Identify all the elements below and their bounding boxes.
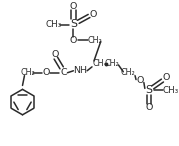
Text: C: C [60,68,67,77]
Text: O: O [136,76,144,85]
Text: S: S [145,85,152,95]
Text: O: O [163,73,170,82]
Text: NH: NH [73,66,87,75]
Text: O: O [145,104,153,112]
Text: CH₂: CH₂ [20,68,35,77]
Text: O: O [70,36,77,45]
Text: CH: CH [92,59,104,68]
Text: CH₂: CH₂ [121,68,136,77]
Text: S: S [70,19,77,29]
Text: CH₃: CH₃ [46,20,62,29]
Text: O: O [42,68,50,77]
Text: CH₃: CH₃ [162,86,178,95]
Text: O: O [51,50,59,59]
Text: O: O [70,2,77,11]
Text: CH₂: CH₂ [104,59,119,68]
Text: O: O [89,9,97,19]
Text: CH₂: CH₂ [88,36,102,45]
